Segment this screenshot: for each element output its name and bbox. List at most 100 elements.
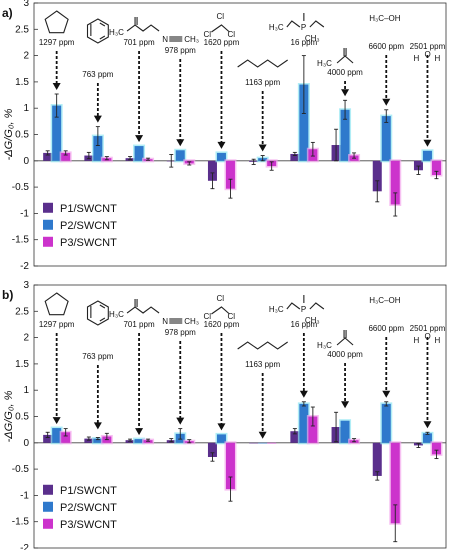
dmmp-structure-icon — [309, 302, 325, 310]
bar-p3-swcnt — [390, 442, 400, 524]
concentration-label: 16 ppm — [291, 38, 318, 47]
legend-label: P3/SWCNT — [60, 519, 117, 531]
bar-p2-swcnt — [52, 105, 62, 161]
bar-p3-swcnt — [61, 152, 71, 161]
concentration-label: 701 ppm — [123, 38, 154, 47]
dcm-structure-icon — [211, 306, 230, 315]
pointer-arrow-head-icon — [382, 98, 391, 106]
bar-p2-swcnt — [93, 438, 103, 443]
bar-p1-swcnt — [372, 160, 382, 192]
concentration-label: 16 ppm — [291, 320, 318, 329]
bar-p2-swcnt — [299, 403, 309, 443]
dcm-cl-label: Cl — [227, 312, 235, 321]
bar-p3-swcnt — [61, 432, 71, 443]
bar-p2-swcnt — [381, 403, 391, 443]
pointer-arrow-head-icon — [217, 141, 226, 149]
bar-p2-swcnt — [216, 152, 226, 161]
dcm-cl-label: Cl — [227, 30, 235, 39]
concentration-label: 4000 ppm — [327, 68, 363, 77]
bar-p3-swcnt — [431, 160, 441, 176]
acetonitrile-ch3-label: CH₃ — [184, 35, 199, 44]
y-tick-label: 0 — [23, 438, 29, 449]
bar-p2-swcnt — [422, 150, 432, 161]
bar-p2-swcnt — [134, 439, 144, 443]
concentration-label: 1163 ppm — [245, 78, 280, 87]
concentration-label: 6600 ppm — [368, 42, 404, 51]
dmmp-ch3-label: CH₃ — [305, 316, 320, 325]
dcm-cl-label: Cl — [203, 30, 211, 39]
bar-p3-swcnt — [390, 160, 400, 205]
bar-p1-swcnt — [290, 153, 300, 161]
bar-p1-swcnt — [43, 434, 53, 443]
water-h-label: H — [413, 336, 419, 345]
methanol-formula-label: H₃C–OH — [369, 14, 400, 23]
y-axis-label: -ΔG/G₀, % — [3, 108, 15, 160]
y-tick-label: 2.5 — [15, 306, 29, 317]
bar-p1-swcnt — [372, 442, 382, 476]
y-tick-label: -0.5 — [12, 182, 30, 193]
benzene-structure-icon — [86, 18, 109, 44]
y-tick-label: -2 — [20, 543, 29, 550]
bar-p1-swcnt — [207, 160, 217, 181]
ethyl-acetate-structure-icon — [126, 24, 160, 32]
concentration-label: 2501 ppm — [410, 324, 446, 333]
y-tick-label: 0 — [23, 156, 29, 167]
concentration-label: 4000 ppm — [327, 350, 363, 359]
bar-p2-swcnt — [299, 84, 309, 161]
legend-swatch — [43, 501, 53, 512]
hexane-structure-icon — [237, 59, 288, 68]
pointer-arrow-head-icon — [176, 139, 185, 147]
legend-label: P1/SWCNT — [60, 203, 117, 215]
concentration-label: 978 ppm — [165, 46, 196, 55]
pointer-arrow-head-icon — [52, 417, 61, 425]
dcm-structure-icon — [211, 24, 230, 33]
bar-p3-swcnt — [308, 416, 318, 443]
legend-swatch — [43, 484, 53, 495]
bar-p2-swcnt — [381, 116, 391, 161]
dmmp-ch3-label: CH₃ — [305, 34, 320, 43]
y-tick-label: 2.5 — [15, 24, 29, 35]
pointer-arrow-head-icon — [93, 115, 102, 123]
legend-label: P2/SWCNT — [60, 220, 117, 232]
concentration-label: 763 ppm — [82, 70, 113, 79]
y-tick-label: 0.5 — [15, 412, 29, 423]
concentration-label: 2501 ppm — [410, 42, 446, 51]
dcm-cl-label: Cl — [216, 294, 224, 303]
y-tick-label: 3 — [23, 280, 29, 291]
bar-p1-swcnt — [249, 442, 259, 444]
bar-p2-swcnt — [258, 442, 268, 444]
y-axis-label: -ΔG/G₀, % — [3, 390, 15, 442]
pointer-arrow-head-icon — [135, 135, 144, 143]
benzene-double-bond-icon — [99, 317, 106, 322]
bar-p3-swcnt — [225, 442, 235, 490]
pointer-arrow-head-icon — [176, 417, 185, 425]
dmmp-p-label: P — [301, 305, 306, 314]
bar-p3-swcnt — [431, 442, 441, 455]
benzene-structure-icon — [86, 300, 109, 326]
bar-p1-swcnt — [290, 431, 300, 443]
water-h-label: H — [413, 54, 419, 63]
y-tick-label: 2 — [23, 51, 29, 62]
bar-p3-swcnt — [225, 160, 235, 189]
bar-p1-swcnt — [413, 160, 423, 171]
acetone-structure-icon — [336, 337, 354, 346]
acetone-h3c-label: H₃C — [317, 59, 332, 68]
concentration-label: 1163 ppm — [245, 360, 280, 369]
benzene-double-bond-icon — [99, 35, 106, 40]
panel-b: 3 2.5 2 1.5 1 0.5 0 -0.5 -1 -1.5 -2 -ΔG/G₀, % b) 1297… — [2, 280, 447, 550]
pointer-arrow-head-icon — [299, 390, 308, 398]
legend-swatch — [43, 236, 53, 247]
dmmp-p-label: P — [301, 23, 306, 32]
acetonitrile-n-label: N — [162, 317, 168, 326]
concentration-label: 1620 ppm — [204, 38, 240, 47]
pointer-arrow-head-icon — [135, 428, 144, 436]
panel-a: 3 2.5 2 1.5 1 0.5 0 -0.5 -1 -1.5 -2 -ΔG/G₀, % a) 1297… — [2, 0, 447, 272]
bar-p1-swcnt — [43, 152, 53, 161]
bar-p2-swcnt — [134, 146, 144, 161]
panel-label: b) — [2, 288, 13, 302]
bar-p1-swcnt — [84, 438, 94, 443]
concentration-label: 1620 ppm — [204, 320, 240, 329]
pointer-arrow-head-icon — [341, 401, 350, 409]
thf-structure-icon — [44, 10, 69, 34]
acetonitrile-n-label: N — [162, 35, 168, 44]
